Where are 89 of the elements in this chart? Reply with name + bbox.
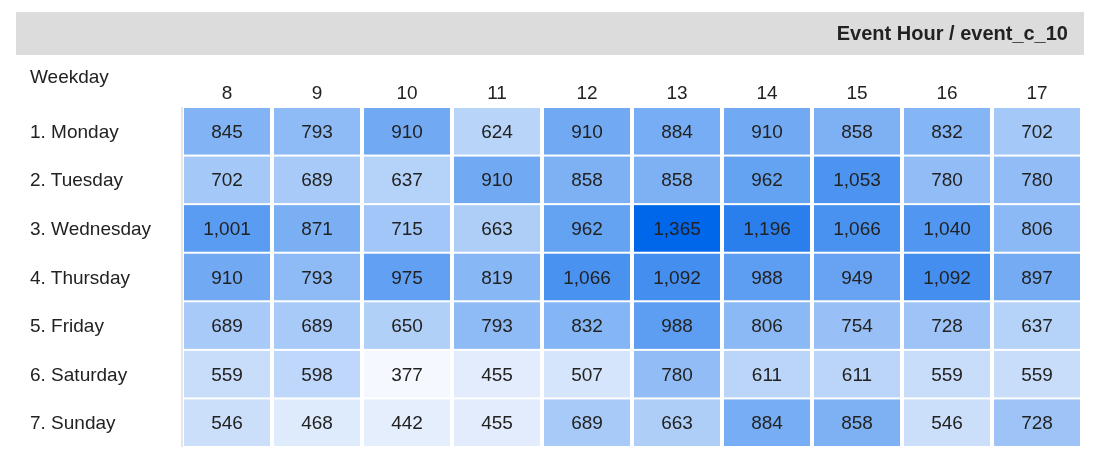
y-tick-label: 2. Tuesday: [30, 169, 124, 191]
data-label: 702: [211, 169, 243, 191]
data-label: 468: [301, 412, 333, 434]
data-label: 1,001: [203, 217, 251, 239]
data-label: 858: [841, 120, 873, 142]
data-label: 637: [1021, 315, 1053, 337]
data-label: 442: [391, 412, 423, 434]
data-label: 689: [301, 169, 333, 191]
data-label: 546: [211, 412, 243, 434]
data-label: 689: [211, 315, 243, 337]
data-label: 884: [751, 412, 784, 434]
data-label: 988: [751, 266, 783, 288]
data-label: 1,092: [653, 266, 701, 288]
data-label: 780: [661, 363, 693, 385]
chart-title: Event Hour / event_c_10: [16, 12, 1084, 55]
data-label: 780: [931, 169, 963, 191]
data-label: 910: [391, 120, 423, 142]
data-label: 975: [391, 266, 423, 288]
y-axis-title: Weekday: [30, 66, 109, 88]
x-tick-label: 8: [221, 82, 233, 103]
data-label: 559: [931, 363, 963, 385]
data-label: 793: [301, 266, 333, 288]
data-label: 962: [751, 169, 783, 191]
data-label: 949: [841, 266, 873, 288]
data-label: 793: [481, 315, 513, 337]
data-label: 962: [571, 217, 603, 239]
data-label: 910: [211, 266, 243, 288]
data-label: 910: [571, 120, 603, 142]
x-tick-label: 17: [1026, 82, 1048, 103]
data-label: 728: [931, 315, 963, 337]
x-tick-label: 10: [396, 82, 418, 103]
data-label: 819: [481, 266, 513, 288]
x-tick-label: 11: [487, 82, 507, 103]
data-label: 1,040: [923, 217, 971, 239]
data-label: 754: [841, 315, 874, 337]
y-tick-label: 4. Thursday: [30, 266, 131, 288]
data-label: 455: [481, 412, 513, 434]
data-label: 689: [301, 315, 333, 337]
data-label: 650: [391, 315, 423, 337]
data-label: 910: [751, 120, 783, 142]
data-label: 832: [571, 315, 603, 337]
data-label: 1,053: [833, 169, 881, 191]
x-tick-label: 13: [666, 82, 688, 103]
y-tick-label: 1. Monday: [30, 120, 120, 142]
y-tick-label: 7. Sunday: [30, 412, 117, 434]
data-label: 598: [301, 363, 333, 385]
data-label: 728: [1021, 412, 1053, 434]
data-label: 1,066: [833, 217, 881, 239]
data-label: 1,066: [563, 266, 611, 288]
x-tick-label: 9: [311, 82, 323, 103]
data-label: 910: [481, 169, 513, 191]
x-tick-label: 15: [846, 82, 868, 103]
data-label: 611: [841, 363, 873, 385]
data-label: 858: [571, 169, 603, 191]
data-label: 689: [571, 412, 603, 434]
data-label: 806: [1021, 217, 1053, 239]
data-label: 702: [1021, 120, 1053, 142]
data-label: 1,092: [923, 266, 971, 288]
data-label: 845: [211, 120, 243, 142]
data-label: 637: [391, 169, 423, 191]
y-tick-label: 6. Saturday: [30, 363, 128, 385]
data-label: 455: [481, 363, 513, 385]
x-tick-label: 14: [756, 82, 778, 103]
data-label: 832: [931, 120, 963, 142]
data-label: 858: [661, 169, 693, 191]
data-label: 858: [841, 412, 873, 434]
data-label: 1,365: [653, 217, 701, 239]
data-label: 884: [661, 120, 694, 142]
data-label: 546: [931, 412, 963, 434]
data-label: 624: [481, 120, 514, 142]
data-label: 559: [211, 363, 243, 385]
data-label: 871: [301, 217, 333, 239]
data-label: 559: [1021, 363, 1053, 385]
y-tick-label: 5. Friday: [30, 315, 105, 337]
data-label: 793: [301, 120, 333, 142]
data-label: 663: [481, 217, 513, 239]
data-label: 897: [1021, 266, 1053, 288]
data-label: 611: [751, 363, 783, 385]
data-label: 1,196: [743, 217, 791, 239]
data-label: 715: [391, 217, 423, 239]
data-label: 780: [1021, 169, 1053, 191]
data-label: 377: [391, 363, 423, 385]
data-label: 663: [661, 412, 693, 434]
y-tick-label: 3. Wednesday: [30, 217, 152, 239]
data-label: 806: [751, 315, 783, 337]
x-tick-label: 12: [576, 82, 598, 103]
data-label: 507: [571, 363, 603, 385]
data-label: 988: [661, 315, 693, 337]
x-tick-label: 16: [936, 82, 958, 103]
